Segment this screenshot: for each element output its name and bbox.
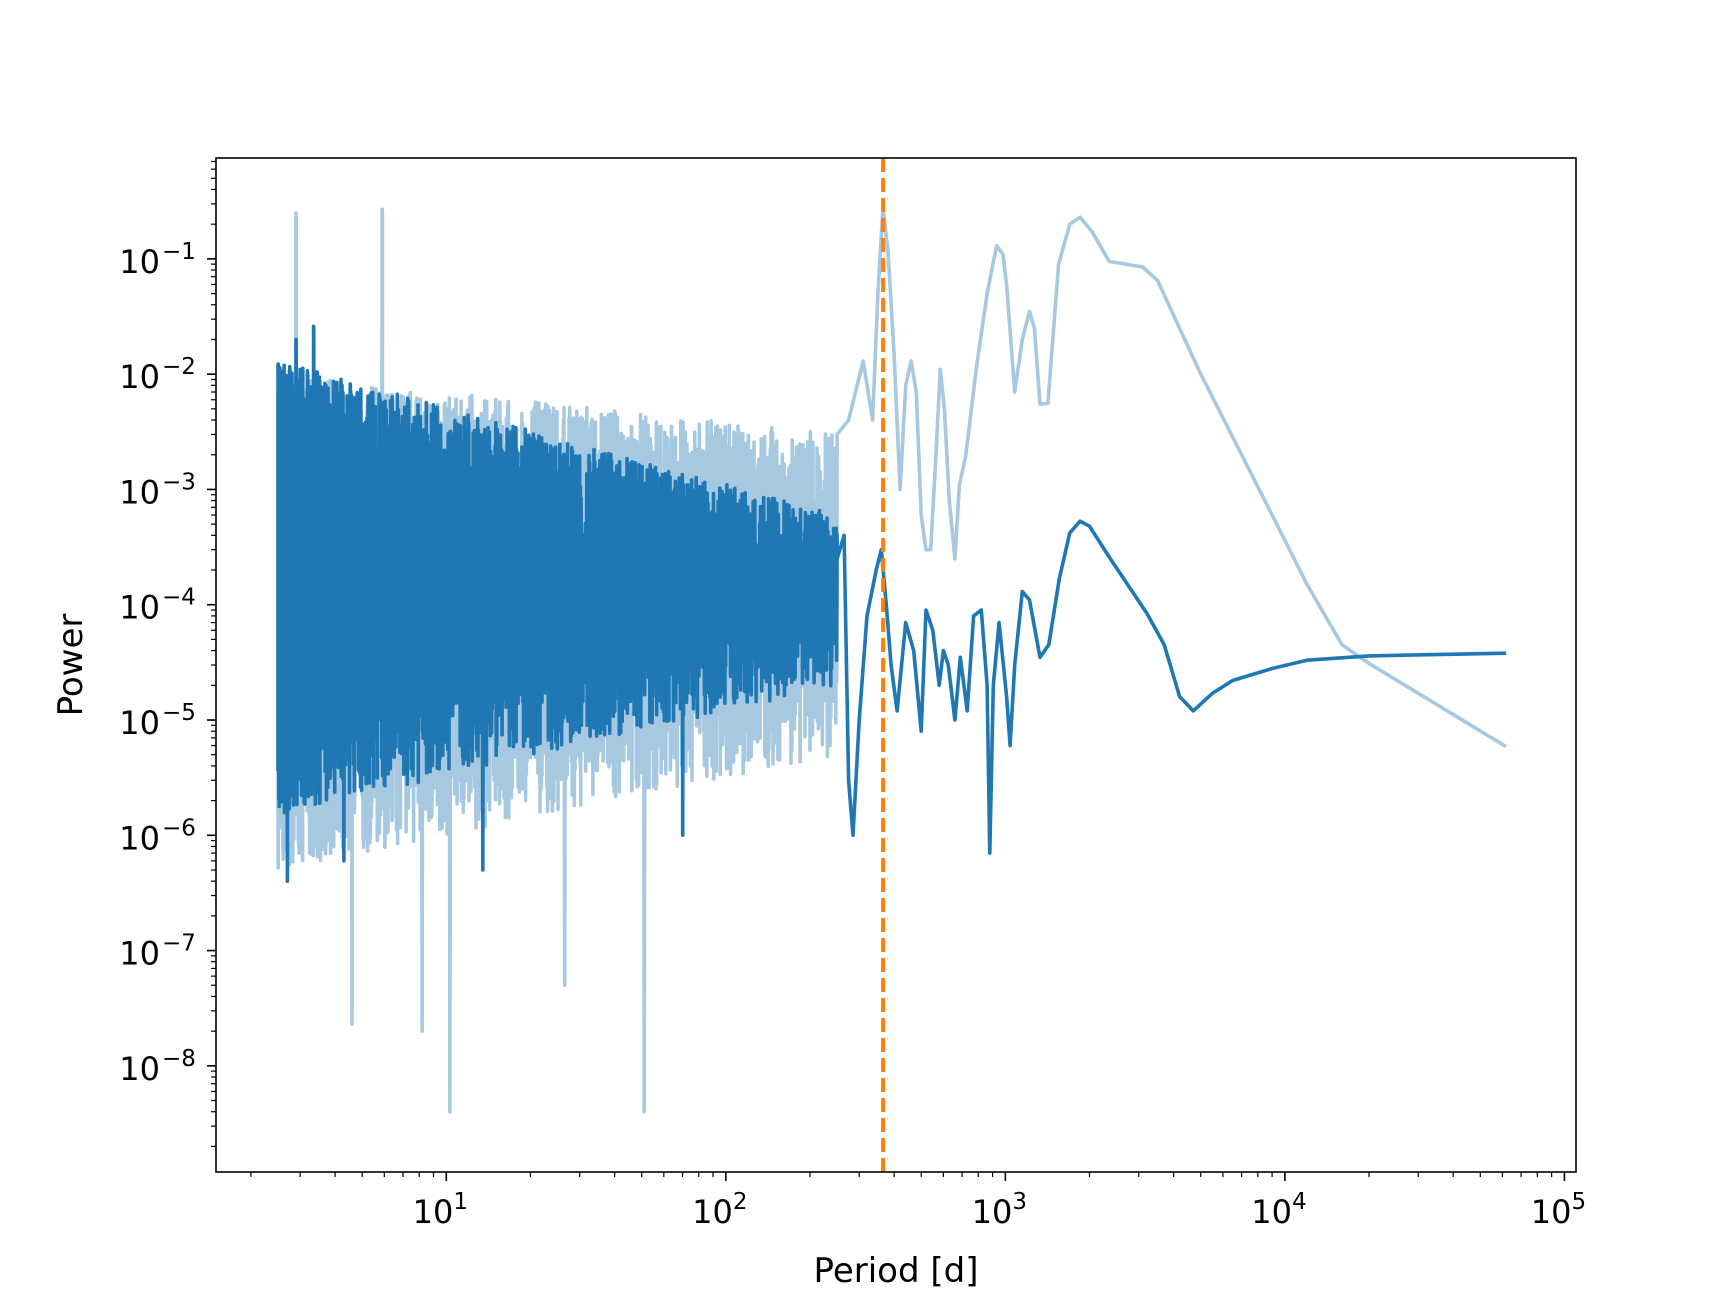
y-tick-label: 10−7	[119, 931, 196, 973]
x-axis-label: Period [d]	[814, 1251, 979, 1291]
y-tick-label: 10−5	[119, 700, 196, 742]
y-tick-label: 10−8	[119, 1046, 196, 1088]
y-tick-label: 10−4	[119, 585, 196, 627]
y-tick-label: 10−6	[119, 815, 196, 857]
x-axis: 101 102 103 104 105	[250, 1172, 1586, 1231]
y-tick-label: 10−1	[119, 239, 196, 281]
y-axis-label: Power	[51, 614, 91, 717]
x-tick-label: 102	[692, 1189, 747, 1231]
x-tick-label: 103	[972, 1189, 1027, 1231]
y-axis: 10−8 10−7 10−6 10−5 10−4 10−3 10−2 10−1	[119, 160, 216, 1148]
y-tick-label: 10−3	[119, 469, 196, 511]
series-layer	[276, 205, 1507, 1114]
x-tick-label: 105	[1531, 1189, 1586, 1231]
x-tick-label: 104	[1251, 1189, 1306, 1231]
series-line-2	[276, 324, 1507, 883]
y-tick-label: 10−2	[119, 354, 196, 396]
x-tick-label: 101	[413, 1189, 468, 1231]
